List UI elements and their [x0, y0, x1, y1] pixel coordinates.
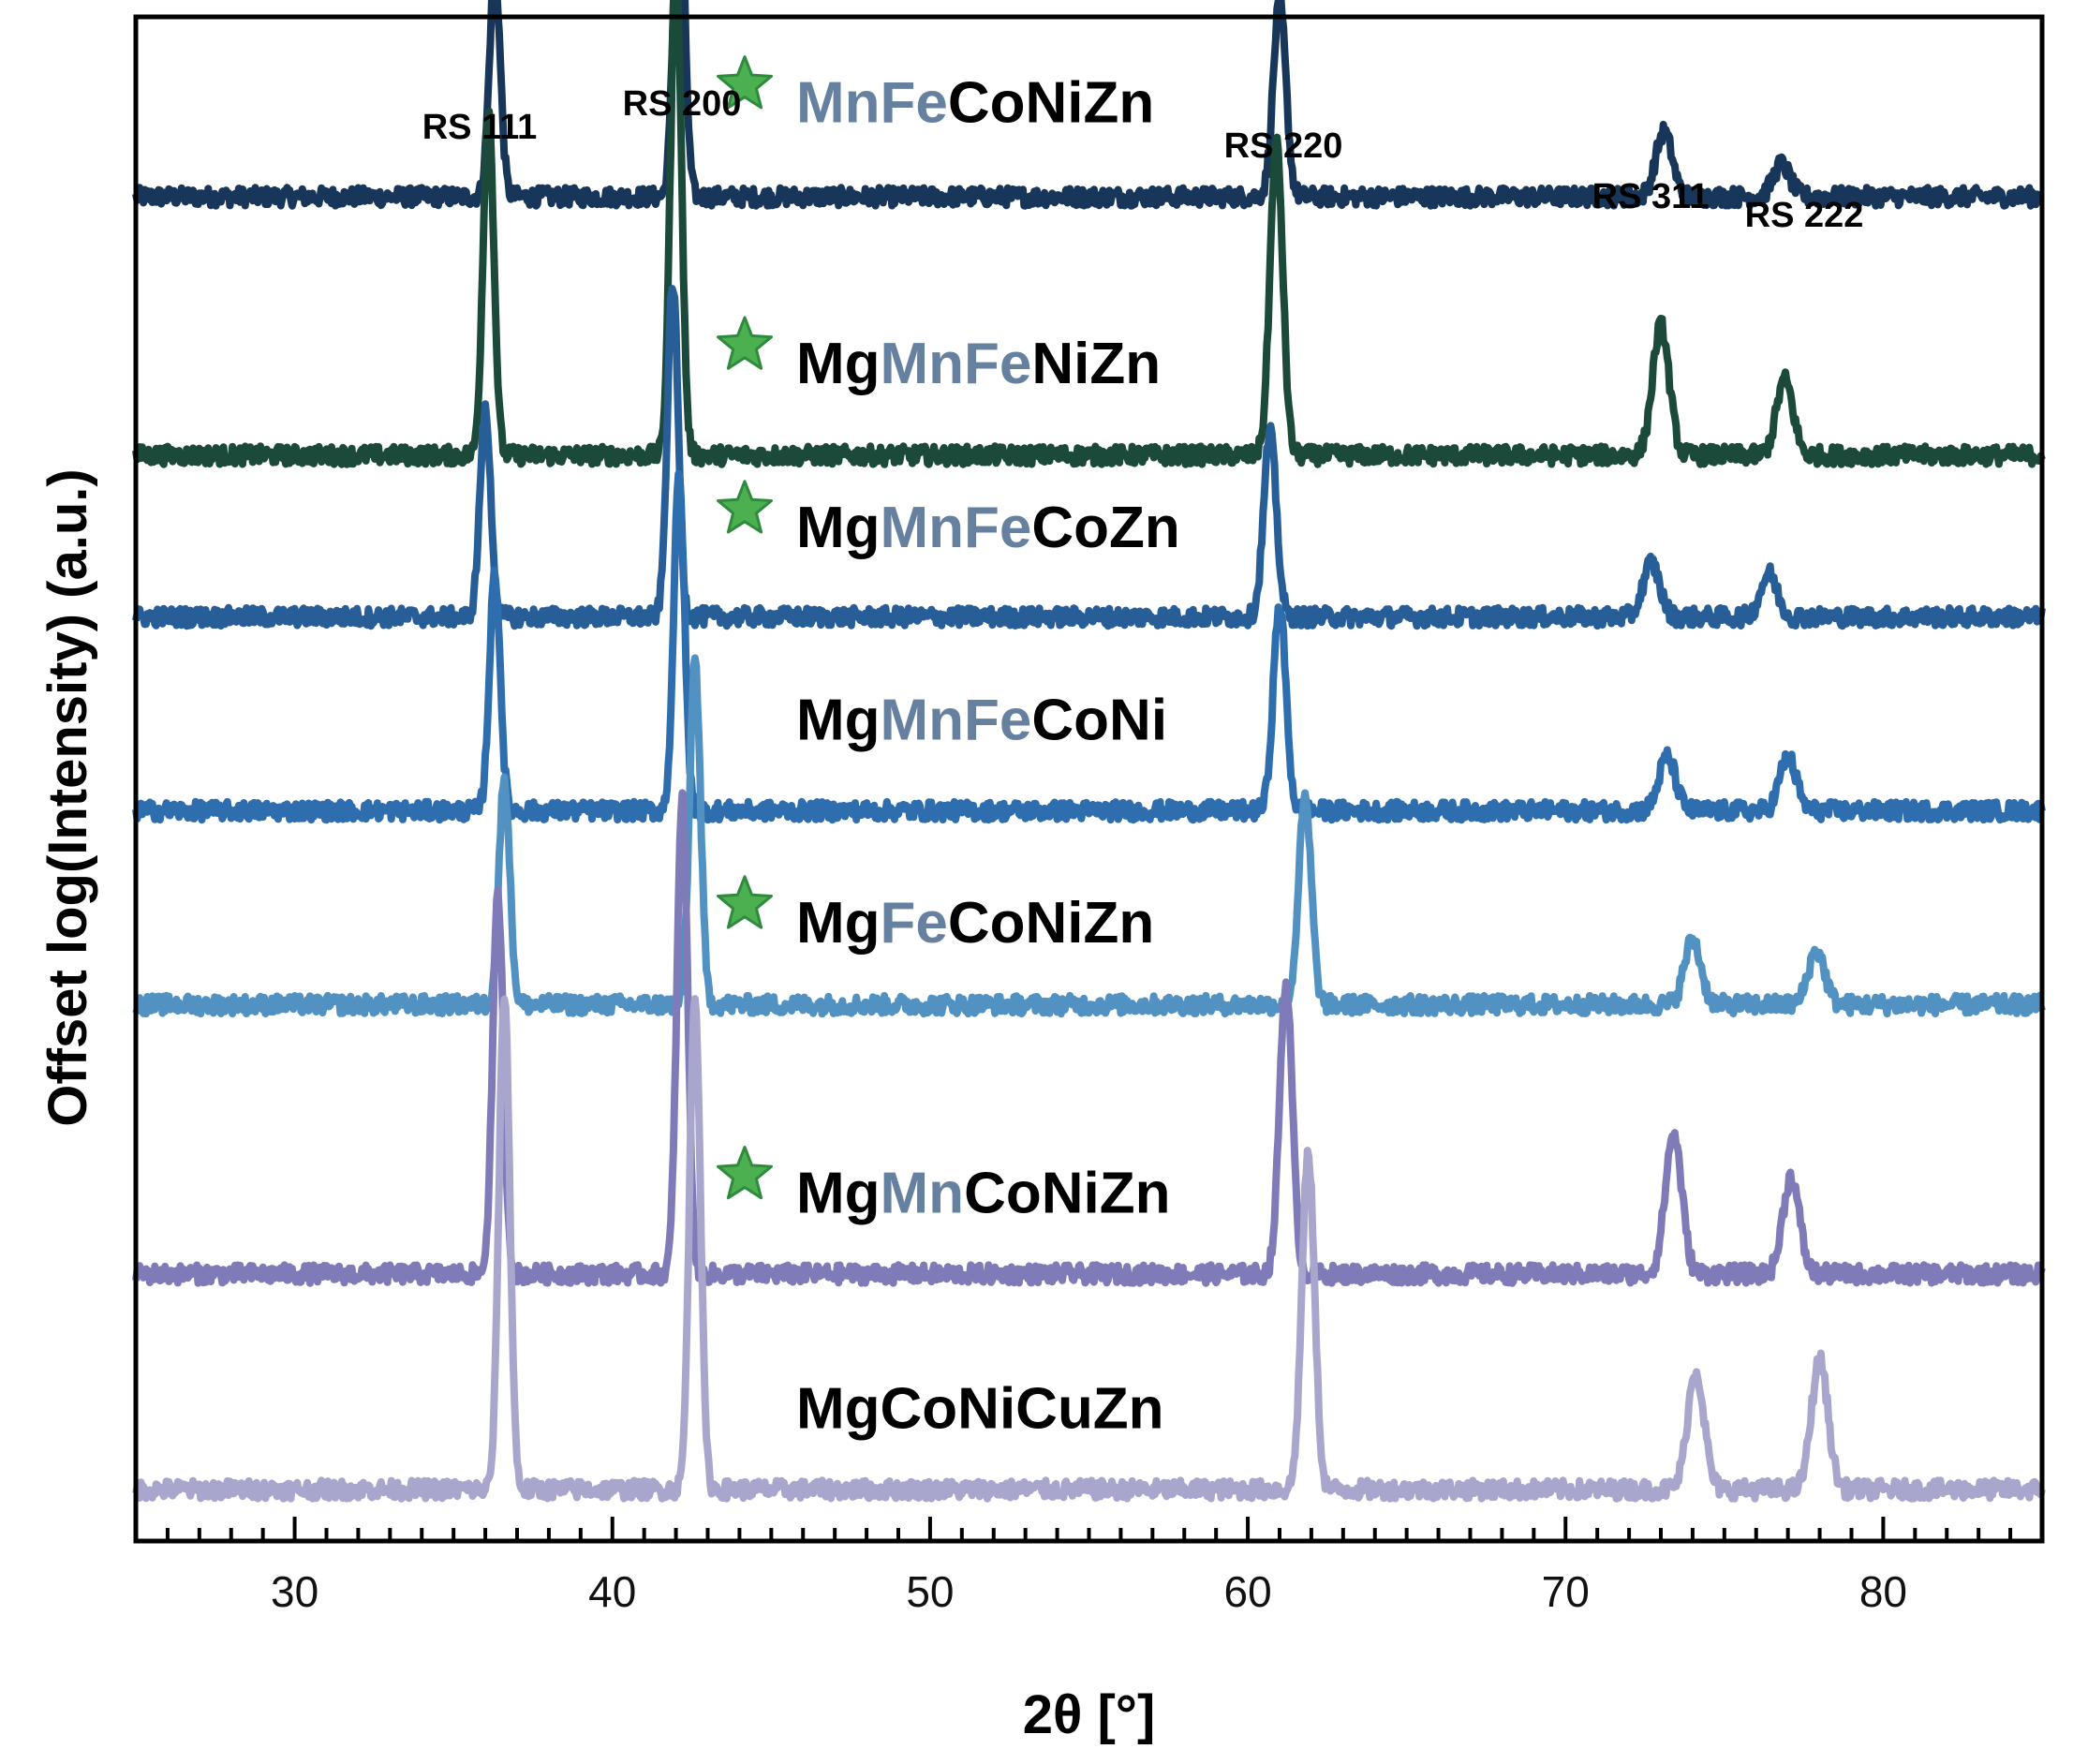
star-icon: [717, 480, 773, 534]
sample-label-part: CoNi: [1031, 689, 1167, 753]
x-axis-ticks: 30 40 50 60 70 80: [165, 1517, 2013, 1616]
y-axis-title: Offset log(Intensity) (a.u.): [37, 468, 98, 1126]
star-icon: [717, 875, 773, 929]
sample-label-part: MnFe: [881, 496, 1032, 560]
sample-label-part: Mn: [881, 1161, 965, 1225]
series-line: [132, 654, 2046, 1018]
peak-labels: RS 111 RS 200 RS 220 RS 311 RS 222: [422, 84, 1864, 235]
sample-label-part: CoNiZn: [964, 1161, 1170, 1225]
x-tick-label: 40: [588, 1567, 636, 1616]
x-tick-label: 70: [1542, 1567, 1590, 1616]
series-line: [132, 285, 2046, 630]
sample-label: MnFeCoNiZn: [796, 71, 1154, 136]
sample-labels: MnFeCoNiZnMgMnFeNiZnMgMnFeCoZnMgMnFeCoNi…: [717, 55, 1180, 1441]
sample-label: MgFeCoNiZn: [796, 891, 1154, 956]
sample-label: MgMnFeCoNi: [796, 689, 1167, 753]
sample-label: MgMnFeCoZn: [796, 496, 1180, 560]
x-tick-label: 60: [1223, 1567, 1271, 1616]
sample-label-part: CoNiZn: [948, 71, 1154, 136]
series-line: [132, 0, 2045, 210]
sample-label-part: Mg: [796, 891, 881, 956]
peak-label: RS 220: [1224, 126, 1343, 166]
sample-label-part: Mg: [796, 1161, 881, 1225]
star-icon: [717, 55, 773, 110]
peak-label: RS 111: [422, 108, 538, 147]
star-icon: [717, 1146, 773, 1200]
sample-label: MgCoNiCuZn: [796, 1376, 1164, 1441]
plot-area: MnFeCoNiZnMgMnFeNiZnMgMnFeCoZnMgMnFeCoNi…: [132, 0, 2046, 1616]
x-tick-label: 80: [1859, 1567, 1907, 1616]
plot-frame: [133, 14, 2045, 1544]
sample-label-part: CoZn: [1031, 496, 1179, 560]
peak-label: RS 311: [1592, 177, 1710, 216]
sample-label-part: Mg: [796, 496, 881, 560]
star-icon: [717, 316, 773, 370]
series-line: [132, 469, 2046, 824]
sample-label-part: Mg: [796, 332, 881, 396]
series-lines: [132, 0, 2046, 1503]
sample-label: MgMnFeNiZn: [796, 332, 1161, 396]
series-line: [132, 0, 2046, 468]
peak-label: RS 200: [623, 84, 742, 124]
x-tick-label: 30: [271, 1567, 318, 1616]
sample-label-part: MgCoNiCuZn: [796, 1376, 1164, 1441]
peak-label: RS 222: [1745, 196, 1864, 235]
sample-label-part: MnFe: [881, 332, 1032, 396]
x-tick-label: 50: [906, 1567, 954, 1616]
series-line: [132, 789, 2046, 1287]
sample-label: MgMnCoNiZn: [796, 1161, 1170, 1225]
sample-label-part: Fe: [881, 891, 948, 956]
sample-label-part: Mg: [796, 689, 881, 753]
sample-label-part: CoNiZn: [948, 891, 1154, 956]
x-axis-title: 2θ [°]: [1023, 1684, 1156, 1745]
sample-label-part: MnFe: [796, 71, 948, 136]
sample-label-part: MnFe: [881, 689, 1032, 753]
series-line: [132, 995, 2046, 1503]
sample-label-part: NiZn: [1031, 332, 1161, 396]
